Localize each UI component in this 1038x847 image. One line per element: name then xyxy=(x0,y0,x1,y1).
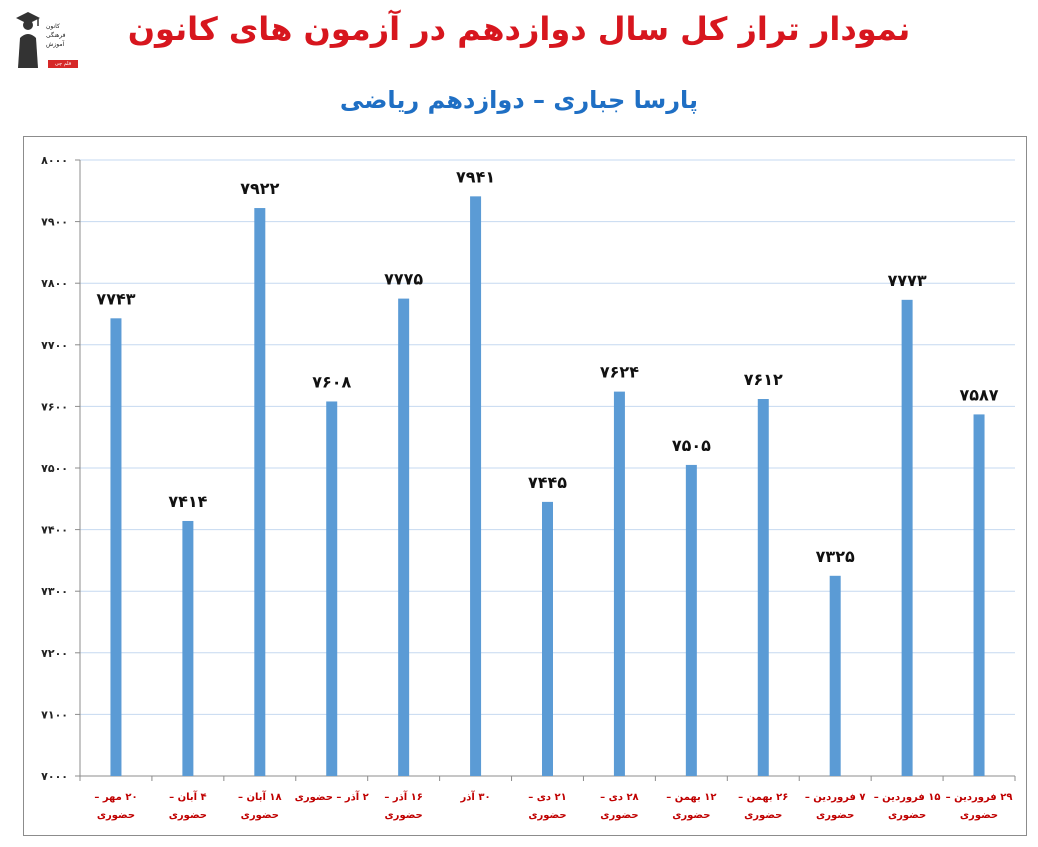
logo-line-3: آموزش xyxy=(46,41,65,48)
x-tick-label: ۳۰ آذر xyxy=(460,790,491,803)
logo-line-1: کانون xyxy=(46,23,60,30)
y-tick-label: ۷۳۰۰ xyxy=(41,585,68,598)
x-tick-label-line: حضوری xyxy=(960,810,998,821)
kanoon-logo: کانون فرهنگی آموزش قلم چی xyxy=(14,8,78,70)
x-tick-label: ۷ فروردین – حضوری xyxy=(805,792,866,821)
x-tick-label-line: ۳۰ آذر xyxy=(460,790,491,803)
x-tick-label-line: ۴ آبان – xyxy=(169,790,207,803)
x-tick-label-line: ۱۶ آذر – xyxy=(384,790,423,803)
x-tick-label: ۱۲ بهمن – حضوری xyxy=(666,792,716,821)
data-label: ۷۴۴۵ xyxy=(528,473,567,492)
y-tick-label: ۷۵۰۰ xyxy=(41,462,68,475)
data-label: ۷۵۸۷ xyxy=(960,385,999,404)
y-tick-label: ۷۹۰۰ xyxy=(41,216,68,229)
bar xyxy=(398,298,410,776)
x-tick-label-line: حضوری xyxy=(97,810,135,821)
x-tick-label-line: حضوری xyxy=(385,810,423,821)
x-tick-labels: ۲۰ مهر – حضوری ۴ آبان – حضوری ۱۸ آبان – حضوری… xyxy=(94,790,1012,821)
y-tick-labels: ۷۰۰۰ ۷۱۰۰ ۷۲۰۰ ۷۳۰۰ ۷۴۰۰ ۷۵۰۰ ۷۶۰۰ ۷۷۰۰ ۷۸۰۰ ۷۹۰۰… xyxy=(41,154,68,783)
x-tick-label-line: حضوری xyxy=(600,810,638,821)
x-tick-label-line: ۱۸ آبان – xyxy=(238,790,282,803)
x-tick-label-line: حضوری xyxy=(888,810,926,821)
y-tick-label: ۷۰۰۰ xyxy=(41,770,68,783)
x-tick-label-line: ۱۵ فروردین – xyxy=(874,792,941,803)
y-tick-label: ۷۲۰۰ xyxy=(41,647,68,660)
x-tick-label: ۲۶ بهمن – حضوری xyxy=(738,792,788,821)
x-tick-label-line: ۲۹ فروردین – xyxy=(946,792,1013,803)
data-label: ۷۶۱۲ xyxy=(744,370,783,389)
y-tick-label: ۷۱۰۰ xyxy=(41,708,68,721)
bar xyxy=(470,196,482,776)
y-tick-label: ۸۰۰۰ xyxy=(41,154,68,167)
data-label: ۷۶۲۴ xyxy=(600,363,639,382)
x-tick-label-line: حضوری xyxy=(672,810,710,821)
bar xyxy=(542,501,553,776)
y-tick-label: ۷۸۰۰ xyxy=(41,277,68,290)
x-tick-label: ۱۶ آذر – حضوری xyxy=(384,790,423,821)
x-tick-label: ۲۹ فروردین – حضوری xyxy=(946,792,1013,821)
page-subtitle: پارسا جباری – دوازدهم ریاضی xyxy=(339,86,699,114)
bar xyxy=(757,399,769,776)
x-tick-label-line: حضوری xyxy=(528,810,566,821)
bar xyxy=(182,520,194,776)
data-label: ۷۹۴۱ xyxy=(456,167,495,186)
data-label: ۷۴۱۴ xyxy=(168,492,207,511)
y-tick-label: ۷۷۰۰ xyxy=(41,339,68,352)
x-tick-label-line: ۷ فروردین – xyxy=(805,792,866,803)
page-title: نمودار تراز کل سال دوازدهم در آزمون های … xyxy=(127,10,911,48)
data-label: ۷۳۲۵ xyxy=(816,547,855,566)
x-tick-label: ۱۵ فروردین – حضوری xyxy=(874,792,941,821)
x-tick-label-line: ۲ آذر – حضوری xyxy=(295,790,369,803)
y-tick-label: ۷۴۰۰ xyxy=(41,524,68,537)
x-tick-label: ۱۸ آبان – حضوری xyxy=(238,790,282,821)
bars xyxy=(110,196,985,777)
x-tick-label: ۴ آبان – حضوری xyxy=(169,790,207,821)
logo-line-2: فرهنگی xyxy=(46,32,66,39)
x-tick-label: ۲ آذر – حضوری xyxy=(295,790,369,803)
logo-badge: قلم چی xyxy=(48,60,78,68)
data-label: ۷۷۷۳ xyxy=(888,271,927,290)
bar xyxy=(901,299,913,776)
x-tick-label: ۲۸ دی – حضوری xyxy=(600,792,638,821)
chart-frame xyxy=(23,136,1027,836)
data-label: ۷۵۰۵ xyxy=(672,436,711,455)
data-label: ۷۶۰۸ xyxy=(312,372,351,391)
data-label: ۷۹۲۲ xyxy=(240,179,279,198)
x-tick-label-line: حضوری xyxy=(241,810,279,821)
bar xyxy=(326,401,338,776)
bar xyxy=(829,575,841,776)
x-tick-label-line: ۲۸ دی – xyxy=(600,792,638,803)
data-labels: ۷۷۴۳ ۷۴۱۴ ۷۹۲۲ ۷۶۰۸ ۷۷۷۵ ۷۹۴۱ ۷۴۴۵ ۷۶۲۴ ۷۵۰۵ ۷۶۱۲… xyxy=(96,167,998,565)
x-tick-label-line: حضوری xyxy=(169,810,207,821)
bar xyxy=(254,208,266,777)
y-tick-label: ۷۶۰۰ xyxy=(41,400,68,413)
bar xyxy=(685,464,697,776)
x-tick-label-line: حضوری xyxy=(744,810,782,821)
data-label: ۷۷۴۳ xyxy=(96,289,135,308)
x-tick-label-line: ۲۱ دی – xyxy=(528,792,566,803)
x-tick-label-line: ۱۲ بهمن – xyxy=(666,792,716,803)
x-tick-label: ۲۱ دی – حضوری xyxy=(528,792,566,821)
x-tick-label-line: ۲۰ مهر – xyxy=(94,792,137,803)
bar xyxy=(613,391,625,776)
data-label: ۷۷۷۵ xyxy=(384,270,423,289)
logo-text: کانون فرهنگی آموزش xyxy=(46,22,80,49)
graduate-icon xyxy=(16,12,40,68)
x-tick-label: ۲۰ مهر – حضوری xyxy=(94,792,137,821)
bar xyxy=(973,414,985,776)
x-tick-label-line: حضوری xyxy=(816,810,854,821)
bar xyxy=(110,318,122,776)
x-tick-label-line: ۲۶ بهمن – xyxy=(738,792,788,803)
